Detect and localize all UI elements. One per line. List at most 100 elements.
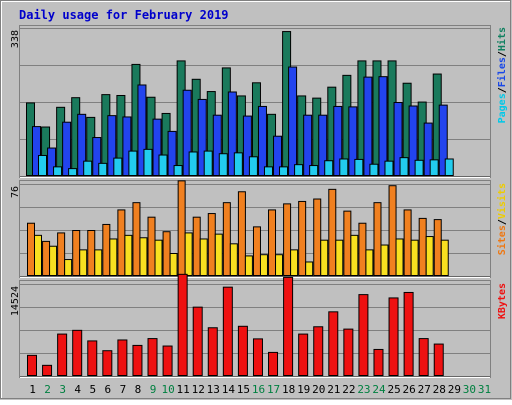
bar-sites-day-6 [109,238,118,276]
bar-pages-day-2 [53,166,63,177]
bar-files-day-10 [167,130,177,177]
bar-kbytes-day-21 [328,311,339,376]
x-tick-label-day-7: 7 [120,383,127,396]
bar-pages-day-3 [68,168,78,177]
bar-files-day-15 [242,115,252,177]
bar-sites-day-22 [350,234,359,276]
axis-label-hits: Hits [496,27,508,51]
axis-label-visits: Sites/Visits [496,183,508,255]
bar-pages-day-11 [188,151,198,177]
bar-files-day-11 [182,89,192,176]
bar-kbytes-day-8 [132,344,143,376]
bar-pages-day-24 [384,160,394,177]
bar-pages-day-8 [143,148,153,176]
bar-sites-day-7 [124,234,133,276]
bar-pages-day-10 [173,165,183,176]
bar-visits-day-10 [162,231,171,276]
bar-sites-day-3 [64,259,73,277]
bar-pages-day-16 [263,166,273,177]
bar-visits-day-1 [27,222,35,277]
bar-kbytes-day-19 [298,333,309,377]
bar-kbytes-day-18 [283,276,294,376]
x-tick-label-day-31: 31 [478,383,491,396]
x-tick-label-day-21: 21 [327,383,340,396]
bar-kbytes-day-4 [72,329,83,376]
bar-sites-day-8 [139,237,148,276]
x-tick-label-day-14: 14 [222,383,236,396]
bar-pages-day-18 [294,164,304,177]
bar-sites-day-2 [49,245,58,277]
bar-pages-day-14 [233,152,243,176]
bar-kbytes-day-15 [237,325,248,377]
bar-pages-day-4 [83,160,93,177]
bar-pages-day-27 [429,159,439,176]
bar-pages-day-28 [444,158,454,177]
bar-kbytes-day-23 [358,294,369,377]
bar-visits-day-11 [177,180,186,276]
bar-pages-day-17 [279,166,289,177]
x-tick-label-day-20: 20 [312,383,325,396]
bar-pages-day-19 [309,165,319,176]
x-tick-label-day-16: 16 [252,383,265,396]
x-tick-label-day-30: 30 [463,383,476,396]
bar-sites-day-17 [275,254,284,276]
bar-kbytes-day-25 [388,297,399,376]
bar-sites-day-5 [94,249,103,277]
bar-visits-day-17 [268,209,277,276]
x-tick-label-day-19: 19 [297,383,310,396]
bar-files-day-6 [107,115,117,176]
bar-sites-day-11 [184,232,193,276]
bar-kbytes-day-10 [162,345,173,376]
bar-pages-day-23 [369,163,379,176]
bar-files-day-5 [92,137,102,176]
bar-kbytes-day-7 [117,339,128,376]
x-tick-label-day-23: 23 [357,383,370,396]
bar-files-day-13 [212,114,222,177]
bar-pages-day-6 [113,157,123,176]
x-tick-label-day-26: 26 [403,383,416,396]
bar-visits-day-23 [358,222,367,277]
x-tick-label-day-4: 4 [74,383,81,396]
bar-pages-day-26 [414,159,424,176]
bar-sites-day-9 [154,239,163,276]
bar-pages-day-25 [399,157,409,177]
bar-sites-day-28 [440,239,449,276]
bar-visits-day-15 [237,191,246,276]
bar-files-day-21 [333,105,343,176]
bar-files-day-2 [47,147,57,177]
bar-files-day-14 [227,91,237,176]
x-tick-label-day-8: 8 [135,383,142,396]
axis-label-pages: Pages [497,93,508,123]
bar-files-day-17 [273,135,283,176]
x-tick-label-day-3: 3 [59,383,66,396]
x-tick-label-day-28: 28 [433,383,446,396]
axis-label-kbytes: KBytes [497,283,508,319]
bar-files-day-27 [423,122,433,176]
bar-visits-day-24 [373,202,382,276]
bar-kbytes-day-3 [57,333,68,377]
bar-sites-day-12 [199,238,208,276]
bar-pages-day-20 [324,160,334,176]
bar-visits-day-22 [343,210,352,276]
x-tick-label-day-9: 9 [150,383,157,396]
chart-title: Daily usage for February 2019 [19,8,229,22]
bar-kbytes-day-14 [222,286,233,376]
bar-files-day-3 [62,121,72,176]
x-tick-label-day-25: 25 [387,383,400,396]
bar-visits-day-25 [388,185,397,276]
bar-files-day-9 [152,118,162,176]
bar-visits-day-21 [328,188,337,276]
panel-visits: 76 Sites/Visits [10,180,508,278]
bar-visits-day-4 [72,230,81,276]
x-tick-label-day-1: 1 [29,383,36,396]
bar-kbytes-day-9 [147,338,158,377]
bar-kbytes-day-16 [252,338,263,377]
bar-files-day-18 [288,66,298,176]
bar-sites-day-21 [335,239,344,276]
bar-pages-day-7 [128,150,138,176]
ymax-label-hits: 338 [10,30,21,48]
bar-pages-day-1 [38,154,47,177]
bar-files-day-16 [257,105,267,176]
